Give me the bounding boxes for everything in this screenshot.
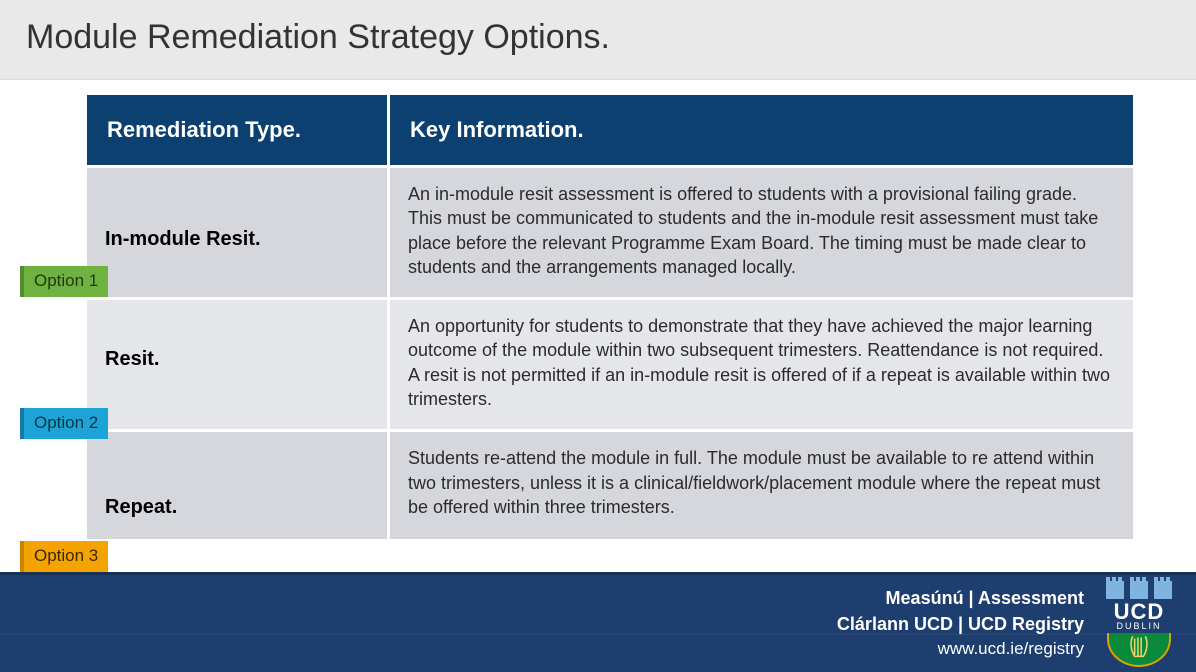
footer-line2: Clárlann UCD | UCD Registry [837, 612, 1084, 637]
footer-line1: Measúnú | Assessment [837, 586, 1084, 611]
header-info: Key Information. [390, 95, 1133, 165]
remediation-table-wrap: Remediation Type. Key Information. In-mo… [84, 92, 1136, 542]
footer: Measúnú | Assessment Clárlann UCD | UCD … [0, 572, 1196, 672]
harp-icon [1126, 634, 1152, 660]
castle-icon [1130, 581, 1148, 599]
footer-url: www.ucd.ie/registry [837, 637, 1084, 661]
cell-type: Resit. [87, 300, 387, 429]
table-header-row: Remediation Type. Key Information. [87, 95, 1133, 165]
content-area: Option 1 Option 2 Option 3 Remediation T… [0, 92, 1196, 542]
cell-info: An in-module resit assessment is offered… [390, 168, 1133, 297]
ucd-logo: UCD DUBLIN [1100, 581, 1178, 667]
page-title: Module Remediation Strategy Options. [26, 18, 1170, 57]
table-row: Resit. An opportunity for students to de… [87, 300, 1133, 429]
castle-icons [1106, 581, 1172, 599]
cell-type: In-module Resit. [87, 168, 387, 297]
castle-icon [1154, 581, 1172, 599]
logo-subtext: DUBLIN [1116, 621, 1161, 631]
castle-icon [1106, 581, 1124, 599]
shield-icon [1107, 633, 1171, 667]
option-tag-1: Option 1 [20, 266, 108, 297]
option-tag-2: Option 2 [20, 408, 108, 439]
logo-text: UCD [1114, 601, 1165, 623]
remediation-table: Remediation Type. Key Information. In-mo… [84, 92, 1136, 542]
cell-info: Students re-attend the module in full. T… [390, 432, 1133, 539]
header-type: Remediation Type. [87, 95, 387, 165]
footer-text: Measúnú | Assessment Clárlann UCD | UCD … [837, 586, 1084, 660]
table-row: In-module Resit. An in-module resit asse… [87, 168, 1133, 297]
cell-type: Repeat. [87, 432, 387, 539]
title-bar: Module Remediation Strategy Options. [0, 0, 1196, 80]
cell-info: An opportunity for students to demonstra… [390, 300, 1133, 429]
table-row: Repeat. Students re-attend the module in… [87, 432, 1133, 539]
option-tag-3: Option 3 [20, 541, 108, 572]
